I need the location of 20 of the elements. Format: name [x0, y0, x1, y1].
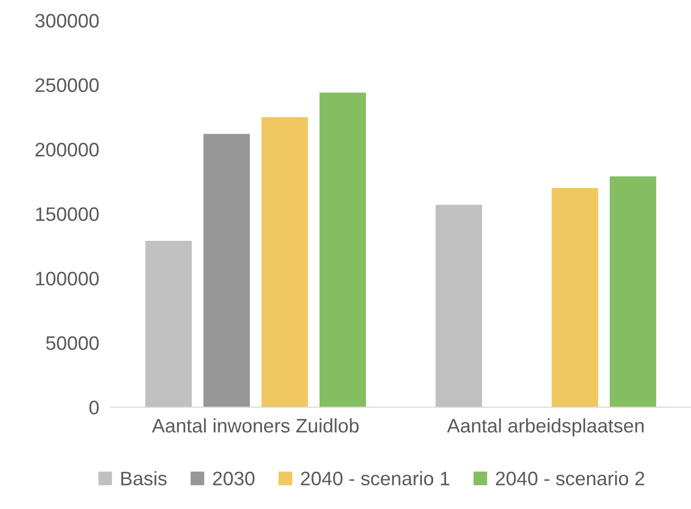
bar — [261, 117, 308, 408]
legend-label: 2040 - scenario 1 — [300, 471, 450, 486]
y-tick-label: 300000 — [35, 14, 99, 28]
y-tick-label: 50000 — [46, 336, 99, 350]
legend-label: 2040 - scenario 2 — [496, 471, 644, 486]
y-tick-label: 0 — [89, 400, 99, 414]
bar — [552, 188, 598, 408]
y-tick-label: 150000 — [36, 207, 99, 222]
bar — [320, 92, 366, 408]
bar — [610, 176, 656, 408]
x-tick-label: Aantal arbeidsplaatsen — [447, 418, 644, 436]
bar — [145, 240, 192, 408]
y-tick-label: 250000 — [36, 78, 99, 92]
bar — [203, 134, 250, 408]
x-tick-label: Aantal inwoners Zuidlob — [152, 418, 359, 433]
y-tick-label: 100000 — [36, 272, 99, 286]
bar — [436, 204, 482, 408]
y-tick-label: 200000 — [36, 142, 99, 157]
legend-label: 2030 — [212, 472, 254, 486]
legend-label: Basis — [121, 471, 167, 486]
